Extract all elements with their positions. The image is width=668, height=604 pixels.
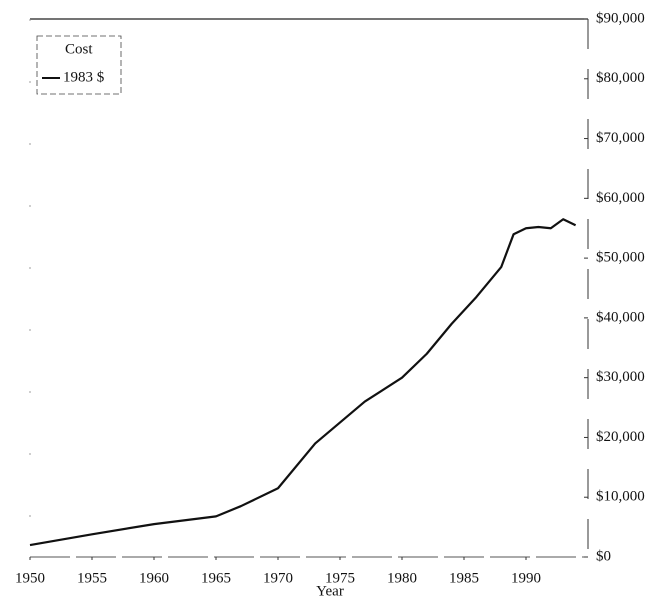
y-tick-label: $90,000	[596, 10, 645, 26]
legend-label: 1983 $	[63, 69, 105, 85]
x-axis-label: Year	[316, 583, 344, 599]
x-tick-label: 1970	[263, 570, 293, 586]
x-tick-label: 1990	[511, 570, 541, 586]
x-tick-label: 1965	[201, 570, 231, 586]
y-tick-label: $30,000	[596, 369, 645, 385]
x-tick-label: 1985	[449, 570, 479, 586]
y-tick-label: $20,000	[596, 429, 645, 445]
y-tick-label: $40,000	[596, 309, 645, 325]
y-tick-label: $50,000	[596, 250, 645, 266]
y-tick-label: $10,000	[596, 489, 645, 505]
x-tick-label: 1980	[387, 570, 417, 586]
x-tick-label: 1955	[77, 570, 107, 586]
x-tick-label: 1950	[15, 570, 45, 586]
legend-box	[36, 35, 122, 95]
y-tick-label: $0	[596, 548, 611, 564]
data-line	[29, 218, 577, 547]
x-tick-label: 1975	[325, 570, 355, 586]
x-tick-label: 1960	[139, 570, 169, 586]
y-tick-label: $80,000	[596, 70, 645, 86]
y-tick-label: $70,000	[596, 130, 645, 146]
y-tick-label: $60,000	[596, 190, 645, 206]
legend-title: Cost	[65, 41, 93, 57]
